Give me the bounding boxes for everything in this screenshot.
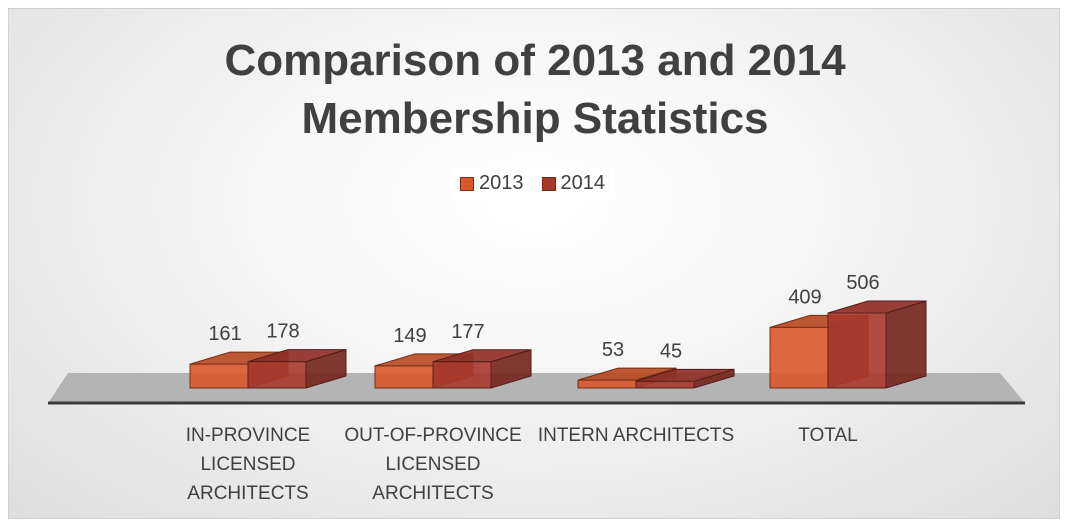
category-label-1-line-1: IN-PROVINCE bbox=[186, 425, 311, 446]
category-label-2-line-1: OUT-OF-PROVINCE bbox=[344, 425, 521, 446]
value-label-2013-cat2: 149 bbox=[393, 325, 426, 347]
bar-2013-cat1 bbox=[189, 363, 249, 389]
legend: 2013 2014 bbox=[450, 168, 615, 199]
bar-2013-cat2 bbox=[374, 365, 434, 389]
value-label-2014-cat4: 506 bbox=[846, 272, 879, 294]
category-label-1-line-2: LICENSED bbox=[200, 454, 295, 475]
bar-2014-cat1 bbox=[247, 361, 307, 389]
value-label-2014-cat3: 45 bbox=[660, 340, 682, 362]
chart-area bbox=[8, 8, 1060, 519]
legend-swatch-2014 bbox=[541, 176, 556, 191]
legend-item-2013: 2013 bbox=[460, 172, 524, 195]
bar-2014-cat3 bbox=[635, 380, 695, 389]
chart-title: Comparison of 2013 and 2014 Membership S… bbox=[224, 36, 846, 143]
value-label-2014-cat1: 178 bbox=[266, 321, 299, 343]
value-label-2013-cat1: 161 bbox=[208, 323, 241, 345]
category-label-1-line-3: ARCHITECTS bbox=[187, 483, 308, 504]
category-label-3-line-1: INTERN ARCHITECTS bbox=[538, 425, 734, 446]
value-label-2014-cat2: 177 bbox=[451, 321, 484, 343]
category-label-4-line-1: TOTAL bbox=[798, 425, 857, 446]
bar-2013-cat4 bbox=[769, 326, 829, 389]
category-label-2-line-2: LICENSED bbox=[385, 454, 480, 475]
legend-label-2013: 2013 bbox=[479, 172, 524, 194]
bar-2014-cat4 bbox=[827, 312, 887, 389]
legend-swatch-2013 bbox=[460, 176, 474, 191]
value-label-2013-cat3: 53 bbox=[602, 339, 624, 361]
bar-2013-cat3 bbox=[577, 379, 637, 389]
bar-side-2014-cat4 bbox=[885, 300, 927, 389]
legend-label-2014: 2014 bbox=[560, 172, 606, 194]
bar-2014-cat2 bbox=[432, 361, 492, 389]
value-label-2013-cat4: 409 bbox=[788, 286, 821, 308]
category-label-2-line-3: ARCHITECTS bbox=[372, 483, 493, 504]
legend-item-2014: 2014 bbox=[541, 172, 606, 195]
